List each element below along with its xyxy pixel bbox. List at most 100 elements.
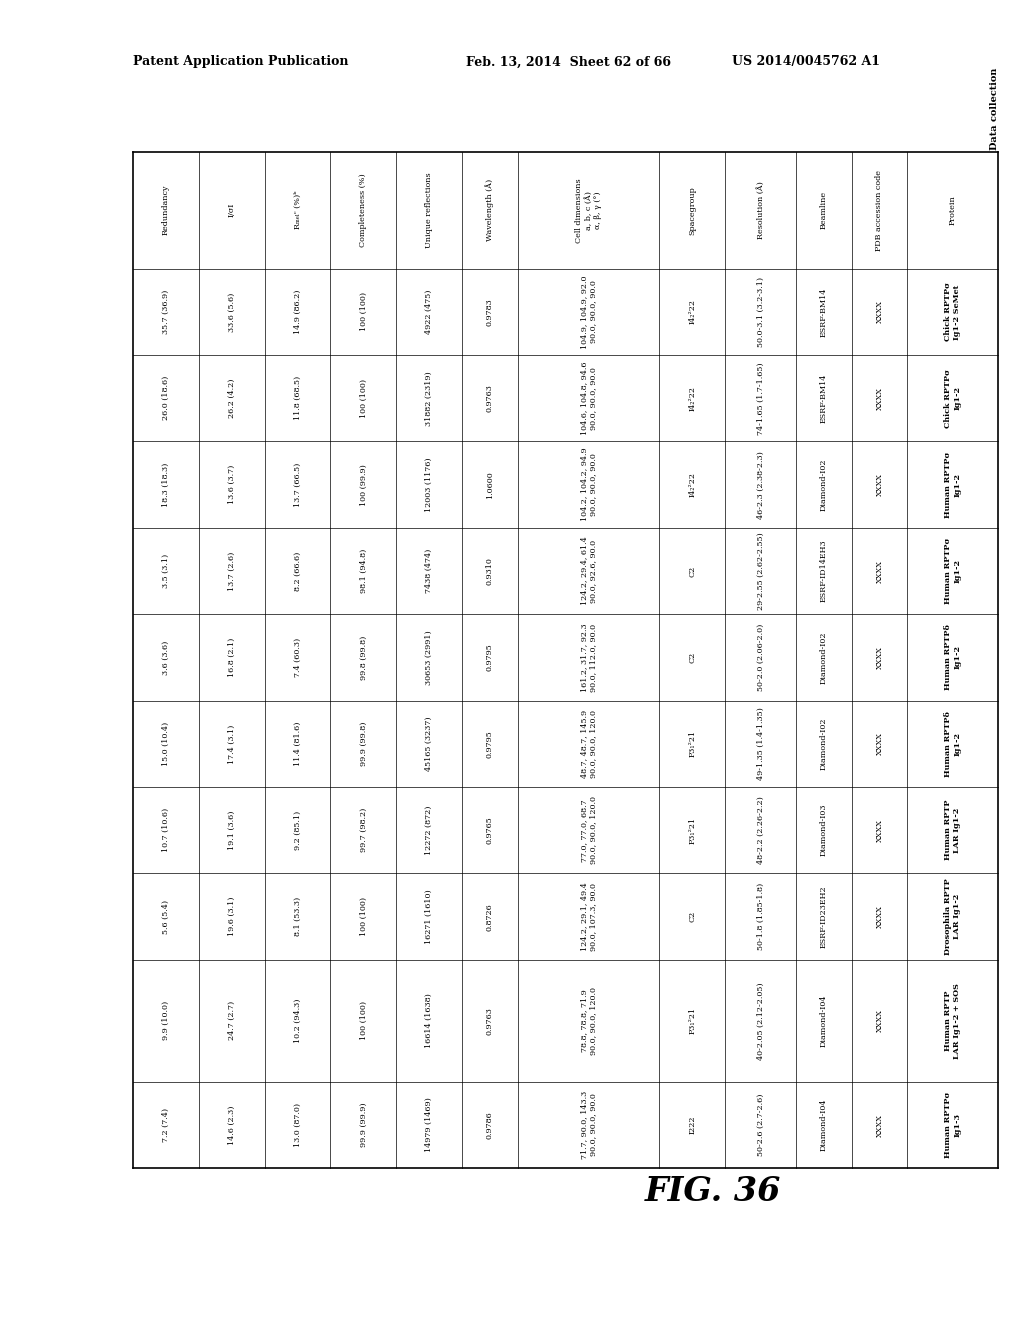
Text: Diamond-I02: Diamond-I02	[820, 718, 827, 770]
Text: 98.1 (94.8): 98.1 (94.8)	[359, 549, 368, 593]
Text: 0.9310: 0.9310	[485, 557, 494, 585]
Text: 15.0 (10.4): 15.0 (10.4)	[162, 722, 170, 766]
Text: PDB accession code: PDB accession code	[876, 170, 884, 251]
Text: 16.8 (2.1): 16.8 (2.1)	[227, 638, 236, 677]
Text: ESRF-ID14EH3: ESRF-ID14EH3	[820, 540, 827, 602]
Text: 19.1 (3.6): 19.1 (3.6)	[227, 810, 236, 850]
Text: 4922 (475): 4922 (475)	[425, 289, 433, 334]
Text: 40-2.05 (2.12-2.05): 40-2.05 (2.12-2.05)	[757, 982, 765, 1060]
Text: I/σI: I/σI	[227, 203, 236, 218]
Text: XXXX: XXXX	[876, 818, 884, 842]
Text: Human RPTPδ
Ig1-2: Human RPTPδ Ig1-2	[944, 711, 962, 776]
Text: P3₁²21: P3₁²21	[688, 1007, 696, 1035]
Text: 99.9 (99.9): 99.9 (99.9)	[359, 1102, 368, 1147]
Text: Human RPTPδ
Ig1-2: Human RPTPδ Ig1-2	[944, 624, 962, 690]
Text: Diamond-I02: Diamond-I02	[820, 458, 827, 511]
Text: XXXX: XXXX	[876, 1114, 884, 1137]
Text: 0.9765: 0.9765	[485, 816, 494, 843]
Text: 26.0 (18.6): 26.0 (18.6)	[162, 376, 170, 421]
Text: Human RPTP
LAR Ig1-2 + SOS: Human RPTP LAR Ig1-2 + SOS	[944, 983, 962, 1059]
Text: 50-2.6 (2.7-2.6): 50-2.6 (2.7-2.6)	[757, 1094, 765, 1156]
Text: 48-2.2 (2.26-2.2): 48-2.2 (2.26-2.2)	[757, 796, 765, 865]
Text: 16614 (1638): 16614 (1638)	[425, 994, 433, 1048]
Text: 71.7, 90.0, 143.3
90.0, 90.0, 90.0: 71.7, 90.0, 143.3 90.0, 90.0, 90.0	[580, 1090, 597, 1159]
Text: FIG. 36: FIG. 36	[645, 1175, 781, 1208]
Text: 99.7 (98.2): 99.7 (98.2)	[359, 808, 368, 853]
Text: Feb. 13, 2014  Sheet 62 of 66: Feb. 13, 2014 Sheet 62 of 66	[466, 55, 671, 69]
Text: 100 (100): 100 (100)	[359, 1002, 368, 1040]
Text: 5.6 (5.4): 5.6 (5.4)	[162, 899, 170, 933]
Text: 100 (100): 100 (100)	[359, 898, 368, 936]
Text: Spacegroup: Spacegroup	[688, 186, 696, 235]
Text: Chick RPTPσ
Ig1-2: Chick RPTPσ Ig1-2	[944, 368, 962, 428]
Text: XXXX: XXXX	[876, 387, 884, 409]
Text: C2: C2	[688, 565, 696, 577]
Text: Completeness (%): Completeness (%)	[359, 173, 368, 247]
Text: 104.6, 104.8, 94.6
90.0, 90.0, 90.0: 104.6, 104.8, 94.6 90.0, 90.0, 90.0	[580, 362, 597, 436]
Text: ESRF-BM14: ESRF-BM14	[820, 288, 827, 337]
Text: Human RPTPσ
Ig1-2: Human RPTPσ Ig1-2	[944, 537, 962, 605]
Text: Diamond-I03: Diamond-I03	[820, 804, 827, 857]
Text: 3.6 (3.6): 3.6 (3.6)	[162, 640, 170, 675]
Text: 9.9 (10.0): 9.9 (10.0)	[162, 1001, 170, 1040]
Text: 49-1.35 (1.4-1.35): 49-1.35 (1.4-1.35)	[757, 708, 765, 780]
Text: 14.9 (86.2): 14.9 (86.2)	[294, 289, 302, 334]
Text: Human RPTPσ
Ig1-2: Human RPTPσ Ig1-2	[944, 451, 962, 517]
Text: 104.2, 104.2, 94.9
90.0, 90.0, 90.0: 104.2, 104.2, 94.9 90.0, 90.0, 90.0	[580, 447, 597, 521]
Text: 30653 (2991): 30653 (2991)	[425, 630, 433, 685]
Text: 7438 (474): 7438 (474)	[425, 549, 433, 593]
Text: 46-2.3 (2.38-2.3): 46-2.3 (2.38-2.3)	[757, 450, 765, 519]
Text: 13.6 (3.7): 13.6 (3.7)	[227, 465, 236, 504]
Text: 10.2 (94.3): 10.2 (94.3)	[294, 998, 302, 1043]
Text: 50-2.0 (2.06-2.0): 50-2.0 (2.06-2.0)	[757, 624, 765, 692]
Text: 0.9763: 0.9763	[485, 1007, 494, 1035]
Text: 12272 (872): 12272 (872)	[425, 805, 433, 855]
Text: 19.6 (3.1): 19.6 (3.1)	[227, 896, 236, 936]
Text: 0.8726: 0.8726	[485, 903, 494, 931]
Text: 104.9, 104.9, 92.0
90.0, 90.0, 90.0: 104.9, 104.9, 92.0 90.0, 90.0, 90.0	[580, 275, 597, 348]
Text: XXXX: XXXX	[876, 301, 884, 323]
Text: I4₂²22: I4₂²22	[688, 300, 696, 325]
Text: Wavelength (Å): Wavelength (Å)	[485, 180, 495, 242]
Text: 161.2, 31.7, 92.3
90.0, 112.0, 90.0: 161.2, 31.7, 92.3 90.0, 112.0, 90.0	[580, 623, 597, 692]
Text: Rₘₑₗᶜ (%)ᵇ: Rₘₑₗᶜ (%)ᵇ	[294, 191, 302, 230]
Text: 10.7 (10.6): 10.7 (10.6)	[162, 808, 170, 853]
Text: 35.7 (36.9): 35.7 (36.9)	[162, 289, 170, 334]
Text: 11.8 (68.5): 11.8 (68.5)	[294, 376, 302, 420]
Text: 8.2 (66.6): 8.2 (66.6)	[294, 552, 302, 591]
Text: 99.8 (99.8): 99.8 (99.8)	[359, 635, 368, 680]
Text: 13.7 (2.6): 13.7 (2.6)	[227, 552, 236, 591]
Text: I4₂²22: I4₂²22	[688, 385, 696, 411]
Text: US 2014/0045762 A1: US 2014/0045762 A1	[732, 55, 881, 69]
Text: Redundancy: Redundancy	[162, 185, 170, 235]
Text: 0.9783: 0.9783	[485, 298, 494, 326]
Text: 11.4 (81.6): 11.4 (81.6)	[294, 722, 302, 766]
Text: 31882 (2319): 31882 (2319)	[425, 371, 433, 425]
Text: Diamond-I02: Diamond-I02	[820, 631, 827, 684]
Text: 50.0-3.1 (3.2-3.1): 50.0-3.1 (3.2-3.1)	[757, 277, 765, 347]
Text: 26.2 (4.2): 26.2 (4.2)	[227, 379, 236, 418]
Text: 29-2.55 (2.62-2.55): 29-2.55 (2.62-2.55)	[757, 532, 765, 610]
Text: Chick RPTPσ
Ig1-2 SeMet: Chick RPTPσ Ig1-2 SeMet	[944, 282, 962, 342]
Text: 48.7, 48.7, 145.9
90.0, 90.0, 120.0: 48.7, 48.7, 145.9 90.0, 90.0, 120.0	[580, 710, 597, 777]
Text: 7.4 (60.3): 7.4 (60.3)	[294, 638, 302, 677]
Text: Protein: Protein	[949, 195, 956, 226]
Text: 74-1.65 (1.7-1.65): 74-1.65 (1.7-1.65)	[757, 362, 765, 434]
Text: 0.9795: 0.9795	[485, 644, 494, 672]
Text: 0.9795: 0.9795	[485, 730, 494, 758]
Text: I4₂²22: I4₂²22	[688, 473, 696, 498]
Text: 12003 (1176): 12003 (1176)	[425, 457, 433, 512]
Text: 3.5 (3.1): 3.5 (3.1)	[162, 554, 170, 589]
Text: 124.2, 29.1, 49.4
90.0, 107.3, 90.0: 124.2, 29.1, 49.4 90.0, 107.3, 90.0	[580, 882, 597, 950]
Text: Patent Application Publication: Patent Application Publication	[133, 55, 348, 69]
Text: XXXX: XXXX	[876, 906, 884, 928]
Text: XXXX: XXXX	[876, 473, 884, 496]
Text: Drosophila RPTP
LAR Ig1-2: Drosophila RPTP LAR Ig1-2	[944, 878, 962, 954]
Text: 9.2 (85.1): 9.2 (85.1)	[294, 810, 302, 850]
Text: 33.6 (5.6): 33.6 (5.6)	[227, 292, 236, 331]
Text: 1.0600: 1.0600	[485, 471, 494, 499]
Text: 0.9763: 0.9763	[485, 384, 494, 412]
Text: Resolution (Å): Resolution (Å)	[757, 181, 765, 239]
Text: P3₁²21: P3₁²21	[688, 730, 696, 758]
Text: 99.9 (99.8): 99.9 (99.8)	[359, 722, 368, 766]
